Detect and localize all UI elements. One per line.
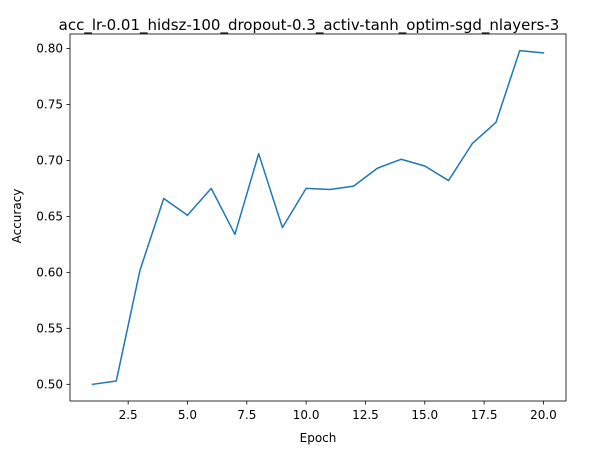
x-tick-label: 17.5 bbox=[471, 408, 498, 422]
x-axis-label: Epoch bbox=[300, 431, 337, 445]
plot-area bbox=[69, 33, 567, 402]
x-tick-label: 12.5 bbox=[352, 408, 379, 422]
y-axis-label: Accuracy bbox=[10, 189, 24, 244]
x-tick-label: 5.0 bbox=[178, 408, 197, 422]
chart-title: acc_lr-0.01_hidsz-100_dropout-0.3_activ-… bbox=[59, 16, 560, 35]
y-tick-label: 0.55 bbox=[36, 321, 63, 335]
x-tick-label: 7.5 bbox=[237, 408, 256, 422]
x-tick-label: 10.0 bbox=[293, 408, 320, 422]
y-tick-label: 0.65 bbox=[36, 209, 63, 223]
x-tick-label: 2.5 bbox=[119, 408, 138, 422]
y-tick-label: 0.50 bbox=[36, 377, 63, 391]
y-tick-label: 0.70 bbox=[36, 153, 63, 167]
x-tick-label: 20.0 bbox=[530, 408, 557, 422]
series-line bbox=[91, 49, 545, 386]
x-tick-label: 15.0 bbox=[411, 408, 438, 422]
y-tick-label: 0.80 bbox=[36, 41, 63, 55]
x-axis: 2.5 5.0 7.5 10.0 12.5 15.0 17.5 20.0 bbox=[119, 401, 557, 422]
y-axis: 0.50 0.55 0.60 0.65 0.70 0.75 0.80 bbox=[36, 41, 70, 391]
y-tick-label: 0.60 bbox=[36, 265, 63, 279]
y-tick-label: 0.75 bbox=[36, 97, 63, 111]
